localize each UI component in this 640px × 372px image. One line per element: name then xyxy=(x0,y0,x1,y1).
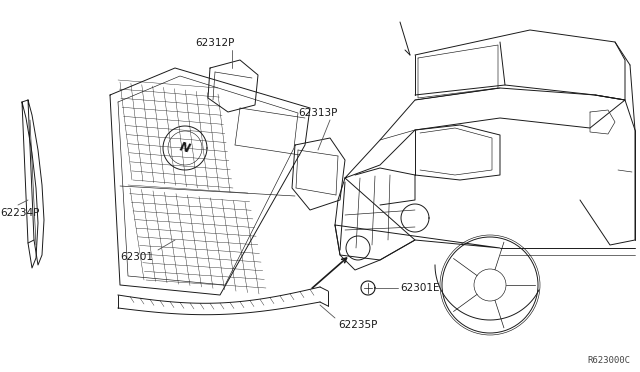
Text: 62234P: 62234P xyxy=(0,208,40,218)
Text: 62313P: 62313P xyxy=(298,108,337,118)
Text: N: N xyxy=(179,140,192,155)
Text: 62235P: 62235P xyxy=(338,320,378,330)
Text: 62312P: 62312P xyxy=(195,38,234,48)
Text: 62301: 62301 xyxy=(120,252,153,262)
Text: R623000C: R623000C xyxy=(587,356,630,365)
Text: 62301E: 62301E xyxy=(400,283,440,293)
